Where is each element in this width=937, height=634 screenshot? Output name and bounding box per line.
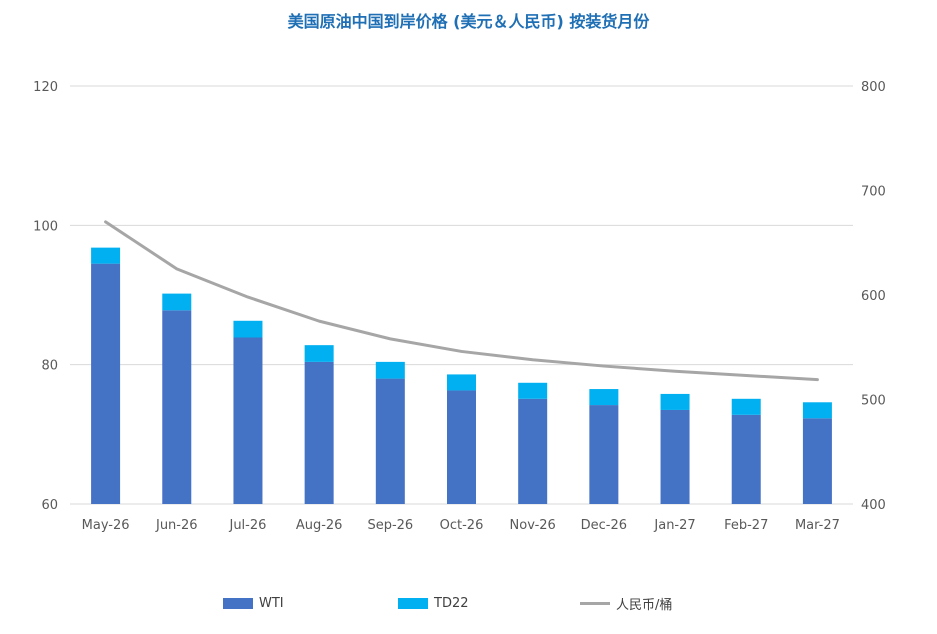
bar-td22	[660, 393, 690, 410]
x-tick-label: Aug-26	[296, 518, 343, 533]
x-tick-label: Dec-26	[581, 518, 627, 533]
bar-td22	[304, 345, 334, 362]
axes: 60 80 100 120 400 500 600 700 800 May-26 Jun-26 Jul…	[33, 80, 886, 533]
bar-wti	[518, 398, 548, 504]
x-tick-label: Jan-27	[653, 518, 695, 533]
legend-label-rmb: 人民币/桶	[616, 597, 673, 613]
bar-td22	[802, 402, 832, 419]
legend-swatch-wti	[223, 597, 253, 609]
bar-td22	[91, 247, 121, 264]
legend-item-td22: TD22	[398, 594, 469, 612]
legend-swatch-rmb	[580, 601, 610, 605]
legend-label-td22: TD22	[434, 595, 469, 611]
y2-tick-label: 600	[861, 289, 886, 304]
bar-td22	[518, 382, 548, 399]
bar-td22	[375, 361, 405, 379]
x-tick-label: Sep-26	[367, 518, 413, 533]
bar-wti	[660, 409, 690, 504]
x-tick-label: Oct-26	[440, 518, 484, 533]
x-tick-label: Nov-26	[510, 518, 556, 533]
bar-wti	[731, 414, 761, 504]
bar-wti	[375, 378, 405, 504]
y-tick-label: 80	[41, 359, 58, 374]
y2-tick-label: 700	[861, 185, 886, 200]
x-tick-label: Mar-27	[795, 518, 840, 533]
bar-wti	[162, 310, 192, 504]
bar-td22	[162, 293, 192, 311]
bar-td22	[589, 389, 619, 406]
legend-item-rmb: 人民币/桶	[580, 594, 673, 613]
bar-td22	[233, 320, 263, 338]
bar-wti	[802, 418, 832, 504]
bar-wti	[589, 405, 619, 504]
x-tick-label: Feb-27	[724, 518, 768, 533]
x-tick-label: May-26	[82, 518, 130, 533]
y-tick-label: 60	[41, 498, 58, 513]
bar-wti	[304, 361, 334, 504]
bar-wti	[447, 390, 476, 504]
bar-wti	[233, 337, 263, 504]
y2-tick-label: 500	[861, 394, 886, 409]
bars	[91, 247, 832, 504]
legend-swatch-td22	[398, 597, 428, 609]
bar-td22	[447, 374, 476, 391]
x-tick-label: Jul-26	[228, 518, 266, 533]
y-tick-label: 120	[33, 80, 58, 95]
y2-tick-label: 400	[861, 498, 886, 513]
x-tick-label: Jun-26	[155, 518, 198, 533]
rmb-series-line	[104, 220, 819, 382]
rmb-line	[104, 220, 819, 382]
legend-item-wti: WTI	[223, 594, 284, 612]
y2-tick-label: 800	[861, 80, 886, 95]
y-tick-label: 100	[33, 219, 58, 234]
bar-td22	[731, 398, 761, 415]
legend-label-wti: WTI	[259, 595, 284, 611]
chart-title: 美国原油中国到岸价格 (美元＆人民币) 按装货月份	[287, 12, 650, 31]
bar-wti	[91, 263, 121, 504]
